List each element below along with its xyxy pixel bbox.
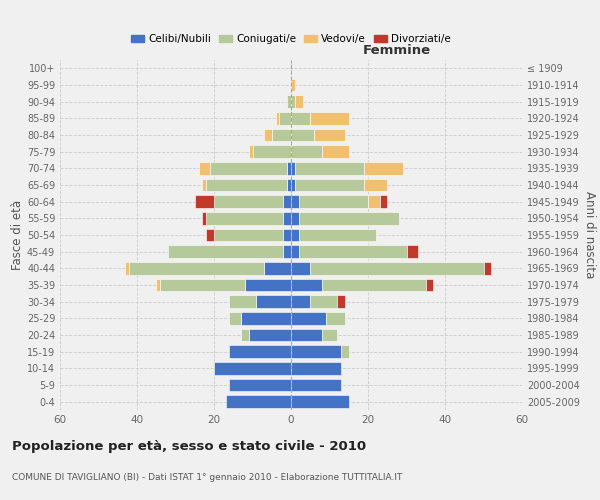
Bar	[299, 229, 376, 241]
Bar	[283, 196, 291, 208]
Bar	[283, 246, 291, 258]
Bar	[248, 146, 253, 158]
Bar	[160, 279, 245, 291]
Bar	[426, 279, 433, 291]
Bar	[291, 229, 299, 241]
Bar	[214, 362, 291, 374]
Bar	[156, 279, 160, 291]
Bar	[287, 162, 291, 174]
Text: Popolazione per età, sesso e stato civile - 2010: Popolazione per età, sesso e stato civil…	[12, 440, 366, 453]
Bar	[229, 379, 291, 391]
Bar	[380, 196, 387, 208]
Bar	[283, 229, 291, 241]
Bar	[130, 262, 264, 274]
Bar	[291, 296, 310, 308]
Bar	[241, 329, 248, 341]
Bar	[291, 179, 295, 191]
Bar	[229, 312, 241, 324]
Bar	[280, 112, 291, 124]
Bar	[229, 296, 256, 308]
Bar	[291, 246, 299, 258]
Bar	[253, 146, 291, 158]
Bar	[291, 262, 310, 274]
Bar	[364, 179, 387, 191]
Bar	[295, 96, 302, 108]
Bar	[291, 196, 299, 208]
Bar	[322, 279, 426, 291]
Bar	[299, 196, 368, 208]
Bar	[407, 246, 418, 258]
Bar	[299, 212, 399, 224]
Bar	[245, 279, 291, 291]
Bar	[291, 96, 295, 108]
Bar	[248, 329, 291, 341]
Bar	[310, 296, 337, 308]
Bar	[291, 346, 341, 358]
Bar	[291, 396, 349, 408]
Bar	[322, 146, 349, 158]
Bar	[326, 312, 345, 324]
Bar	[310, 262, 484, 274]
Bar	[264, 262, 291, 274]
Bar	[206, 179, 287, 191]
Bar	[214, 229, 283, 241]
Bar	[291, 128, 314, 141]
Bar	[341, 346, 349, 358]
Bar	[291, 362, 341, 374]
Bar	[368, 196, 380, 208]
Bar	[364, 162, 403, 174]
Bar	[337, 296, 345, 308]
Bar	[168, 246, 283, 258]
Bar	[310, 112, 349, 124]
Bar	[199, 162, 210, 174]
Bar	[484, 262, 491, 274]
Text: COMUNE DI TAVIGLIANO (BI) - Dati ISTAT 1° gennaio 2010 - Elaborazione TUTTITALIA: COMUNE DI TAVIGLIANO (BI) - Dati ISTAT 1…	[12, 472, 403, 482]
Bar	[295, 179, 364, 191]
Bar	[206, 229, 214, 241]
Bar	[264, 128, 272, 141]
Y-axis label: Fasce di età: Fasce di età	[11, 200, 24, 270]
Bar	[287, 96, 291, 108]
Bar	[291, 329, 322, 341]
Bar	[314, 128, 345, 141]
Bar	[299, 246, 407, 258]
Bar	[291, 379, 341, 391]
Y-axis label: Anni di nascita: Anni di nascita	[583, 192, 596, 278]
Bar	[206, 212, 283, 224]
Bar	[322, 329, 337, 341]
Bar	[229, 346, 291, 358]
Bar	[291, 146, 322, 158]
Bar	[210, 162, 287, 174]
Bar	[295, 162, 364, 174]
Bar	[291, 78, 295, 91]
Bar	[202, 179, 206, 191]
Bar	[291, 212, 299, 224]
Bar	[287, 179, 291, 191]
Bar	[125, 262, 130, 274]
Bar	[283, 212, 291, 224]
Bar	[195, 196, 214, 208]
Text: Femmine: Femmine	[363, 44, 431, 57]
Bar	[241, 312, 291, 324]
Bar	[291, 162, 295, 174]
Bar	[291, 312, 326, 324]
Bar	[291, 279, 322, 291]
Bar	[275, 112, 280, 124]
Bar	[214, 196, 283, 208]
Bar	[256, 296, 291, 308]
Bar	[272, 128, 291, 141]
Bar	[226, 396, 291, 408]
Bar	[291, 112, 310, 124]
Legend: Celibi/Nubili, Coniugati/e, Vedovi/e, Divorziati/e: Celibi/Nubili, Coniugati/e, Vedovi/e, Di…	[127, 30, 455, 48]
Bar	[202, 212, 206, 224]
